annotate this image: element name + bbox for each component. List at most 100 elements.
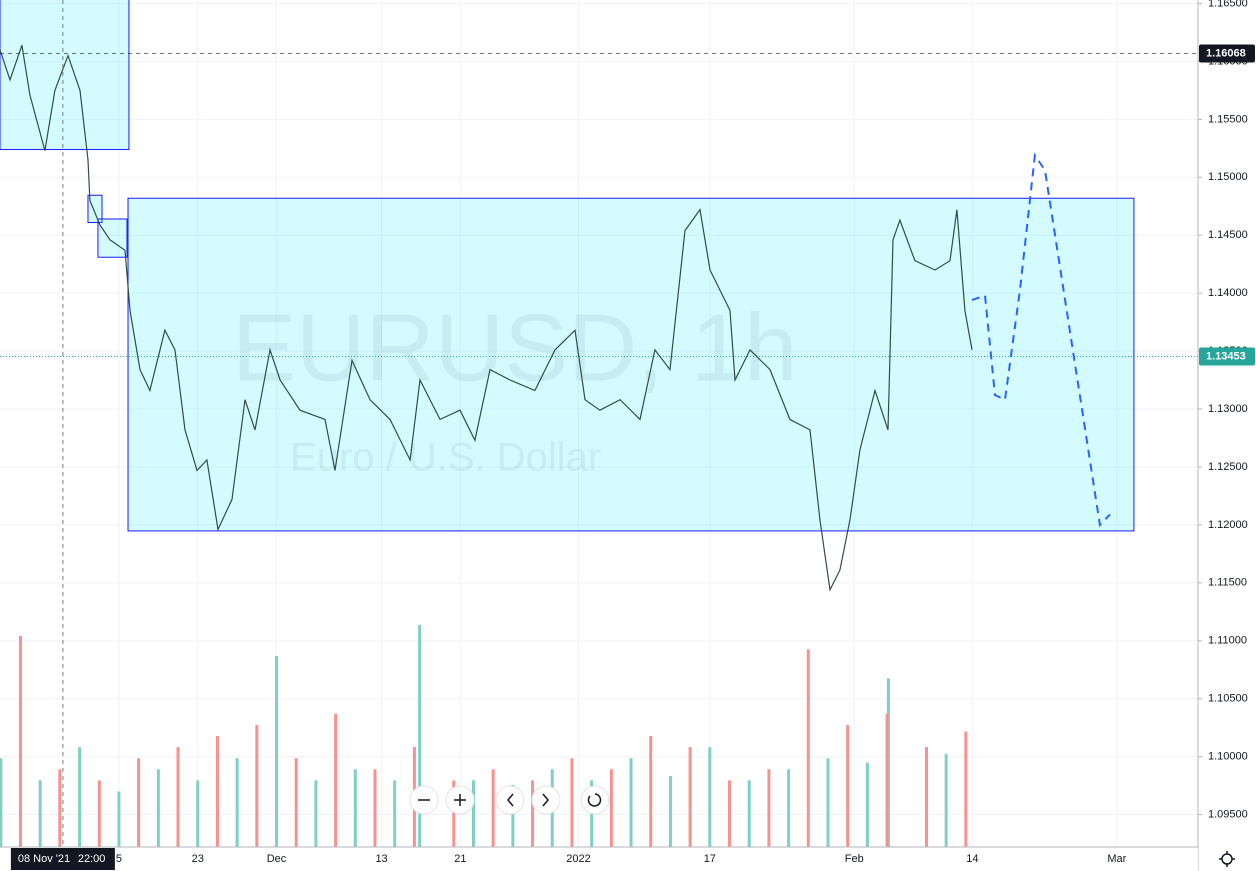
settings[interactable]	[1219, 851, 1235, 867]
volume-bar	[0, 758, 3, 847]
zones	[0, 0, 1135, 532]
x-tick-label: 21	[454, 853, 466, 865]
crosshair-date: 08 Nov '21	[18, 853, 70, 865]
volume-bar	[78, 747, 82, 847]
volume-bar	[452, 780, 456, 847]
volume-bar	[334, 713, 338, 847]
y-tick-label: 1.15000	[1208, 171, 1248, 183]
y-tick-label: 1.14000	[1208, 287, 1248, 299]
x-tick-label: 23	[192, 853, 204, 865]
volume-bar	[649, 736, 653, 847]
volume-bar	[137, 758, 141, 847]
price-label: 1.16068	[1206, 47, 1246, 59]
x-tick-label: 2022	[566, 853, 590, 865]
reset[interactable]	[580, 785, 610, 815]
volume-bar	[235, 758, 239, 847]
volume-bar	[196, 780, 200, 847]
y-tick-label: 1.11500	[1208, 577, 1247, 589]
zoom-toolbar	[409, 785, 610, 815]
volume-bar	[176, 747, 180, 847]
zone	[97, 218, 128, 258]
scroll-right[interactable]	[531, 785, 561, 815]
crosshair-time: 22:00	[78, 853, 106, 865]
time-axis	[0, 847, 1198, 871]
price-axis	[1198, 0, 1256, 871]
volume-bar	[668, 775, 672, 847]
volume-bar	[353, 769, 357, 847]
volume-bar	[294, 758, 298, 847]
price-label-box	[1199, 347, 1255, 366]
volume-bar	[747, 780, 751, 847]
volume-bar	[255, 724, 259, 847]
volume-bar	[924, 747, 928, 847]
volume-bar	[275, 656, 279, 847]
scroll-right-icon	[542, 793, 549, 807]
y-tick-label: 1.10500	[1208, 693, 1248, 705]
x-tick-label: 14	[966, 853, 978, 865]
y-tick-label: 1.16500	[1208, 0, 1248, 9]
y-tick-label: 1.12500	[1208, 461, 1248, 473]
volume-bar	[18, 636, 22, 847]
grid	[0, 0, 1198, 847]
volume-bar	[373, 769, 377, 847]
volume-bar	[826, 758, 830, 847]
volume-bar	[728, 780, 732, 847]
volume-bar	[787, 769, 791, 847]
scroll-left[interactable]	[495, 785, 525, 815]
volume-bar	[767, 769, 771, 847]
volume-bar	[885, 713, 889, 847]
y-tick-label: 1.14500	[1208, 229, 1248, 241]
y-tick-label: 1.11000	[1208, 635, 1247, 647]
volume-bar	[38, 780, 42, 847]
volume-bar	[418, 625, 422, 847]
y-tick-label: 1.12000	[1208, 519, 1248, 531]
zone	[0, 0, 130, 150]
settings-icon-teeth	[1219, 851, 1235, 867]
volume-bar	[846, 724, 850, 847]
volume-bar	[511, 784, 515, 847]
axes: 1.165001.160001.155001.150001.145001.140…	[10, 0, 1255, 870]
price-label: 1.13453	[1206, 350, 1246, 362]
scroll-left-icon	[507, 793, 514, 807]
volume-bar	[708, 747, 712, 847]
volume-bar	[393, 780, 397, 847]
projection-path	[971, 152, 1111, 528]
x-tick-label: Dec	[267, 853, 287, 865]
x-tick-label: 13	[375, 853, 387, 865]
volume-bar	[570, 758, 574, 847]
crosshair-label-box	[10, 848, 115, 870]
y-tick-label: 1.10000	[1208, 751, 1248, 763]
volume-bar	[491, 769, 495, 847]
watermark-title: EURUSD, 1h	[232, 294, 798, 401]
x-tick-label: 5	[116, 853, 122, 865]
price-label-box	[1199, 44, 1255, 63]
volume-bar	[806, 649, 810, 847]
y-tick-label: 1.13000	[1208, 403, 1248, 415]
volume-bar	[688, 747, 692, 847]
volume-bar	[97, 780, 101, 847]
zone	[87, 194, 103, 223]
volume-bar	[314, 780, 318, 847]
volume-bar	[629, 758, 633, 847]
y-tick-label: 1.09500	[1208, 808, 1248, 820]
zoom-in-icon	[454, 794, 466, 806]
y-tick-label: 1.15500	[1208, 113, 1248, 125]
price-path	[0, 45, 973, 592]
volume-bar	[531, 780, 535, 847]
volume-bar	[58, 769, 62, 847]
plot	[0, 0, 1198, 847]
volume-bar	[117, 791, 121, 847]
volume-bar	[865, 762, 869, 847]
volume-bar	[471, 780, 475, 847]
zone	[127, 197, 1135, 532]
volume-bar	[215, 736, 219, 847]
volume-bar	[964, 731, 968, 847]
x-tick-label: Mar	[1107, 853, 1126, 865]
x-tick-label: Feb	[845, 853, 864, 865]
x-tick-label: 17	[704, 853, 716, 865]
volume-bar	[156, 769, 160, 847]
watermark-subtitle: Euro / U.S. Dollar	[290, 436, 601, 480]
volume-bar	[609, 769, 613, 847]
reset-icon	[587, 793, 602, 807]
